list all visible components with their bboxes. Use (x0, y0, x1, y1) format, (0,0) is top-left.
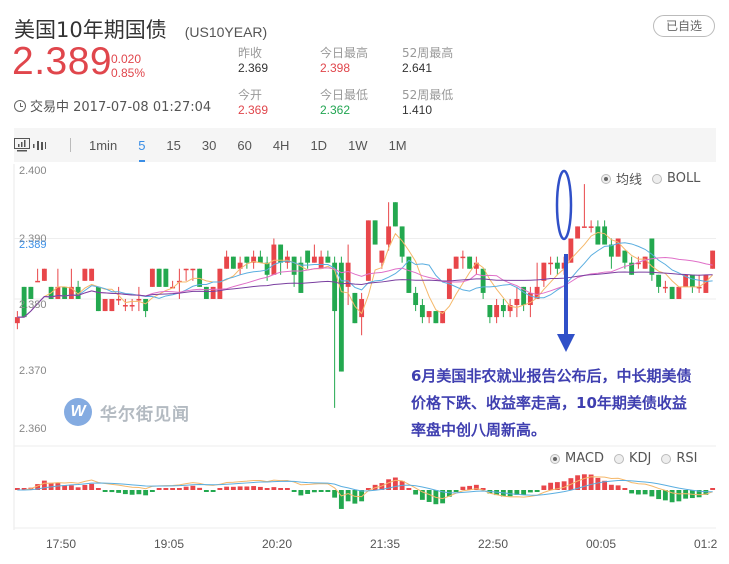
radio-icon (661, 453, 672, 464)
chart-monitor-icon[interactable] (14, 138, 30, 152)
watermark-text: 华尔街见闻 (100, 404, 190, 425)
radio-icon (613, 453, 624, 464)
period-1w[interactable]: 1W (348, 137, 368, 153)
period-15[interactable]: 15 (166, 137, 181, 153)
stat-day-low: 今日最低 2.362 (320, 88, 369, 117)
y-label-2360: 2.360 (19, 423, 47, 435)
x-label: 19:05 (154, 537, 185, 551)
instrument-title-row: 美国10年期国债 (US10YEAR) (14, 14, 267, 44)
indicator-macd[interactable]: MACD (550, 451, 604, 466)
main-indicator-selector: 均线 BOLL (601, 169, 710, 188)
change-value: 0.020 (111, 52, 142, 66)
x-label: 22:50 (478, 537, 509, 551)
y-label-2380: 2.380 (19, 299, 47, 311)
x-label: 21:35 (370, 537, 401, 551)
period-60[interactable]: 60 (237, 137, 252, 153)
status-text: 交易中 2017-07-08 01:27:04 (30, 100, 212, 115)
current-price: 2.389 (12, 40, 113, 83)
radio-icon (652, 173, 663, 184)
indicator-kdj[interactable]: KDJ (613, 451, 651, 466)
annotation-text: 6月美国非农就业报告公布后，中长期美债 价格下跌、收益率走高，10年期美债收益 … (411, 367, 692, 439)
stat-day-high: 今日最高 2.398 (320, 46, 369, 75)
period-1d[interactable]: 1D (310, 137, 328, 153)
wallstreetcn-logo-icon: W (64, 398, 92, 426)
clock-icon (14, 99, 26, 112)
radio-selected-icon (601, 173, 611, 184)
period-5[interactable]: 5 (138, 137, 146, 162)
y-label-2370: 2.370 (19, 365, 47, 377)
sub-indicator-selector: MACD KDJ RSI (550, 451, 707, 466)
change-percent: 0.85% (111, 66, 146, 80)
x-label: 17:50 (46, 537, 77, 551)
radio-selected-icon (550, 453, 560, 464)
watermark-logo: W 华尔街见闻 (64, 398, 190, 426)
stat-open: 今开 2.369 (238, 88, 269, 117)
indicator-rsi[interactable]: RSI (661, 451, 697, 466)
trading-status: 交易中 2017-07-08 01:27:04 (14, 96, 211, 115)
period-1m[interactable]: 1M (388, 137, 407, 153)
favorite-button[interactable]: 已自选 (653, 15, 715, 37)
period-4h[interactable]: 4H (272, 137, 290, 153)
stat-52w-low: 52周最低 1.410 (402, 88, 454, 117)
price-change: 0.020 0.85% (111, 52, 145, 80)
stat-52w-high: 52周最高 2.641 (402, 46, 454, 75)
instrument-name: 美国10年期国债 (14, 18, 167, 42)
stat-prev-close: 昨收 2.369 (238, 46, 269, 75)
period-1min[interactable]: 1min (89, 137, 118, 153)
toolbar-divider (70, 138, 71, 152)
x-label: 20:20 (262, 537, 293, 551)
y-label-2390: 2.390 (19, 233, 47, 245)
x-label: 01:2 (694, 537, 718, 551)
period-30[interactable]: 30 (201, 137, 217, 153)
candlestick-icon[interactable] (32, 139, 46, 151)
chart-toolbar: 1min 5 15 30 60 4H 1D 1W 1M (14, 128, 716, 162)
indicator-ma[interactable]: 均线 (601, 169, 642, 188)
y-label-current: 2.389 (19, 239, 47, 251)
stats-grid: 昨收 2.369 今日最高 2.398 52周最高 2.641 今开 2.369 今日最… (238, 46, 484, 128)
instrument-code: (US10YEAR) (184, 24, 268, 40)
x-label: 00:05 (586, 537, 617, 551)
y-label-2400: 2.400 (19, 165, 47, 177)
indicator-boll[interactable]: BOLL (652, 171, 700, 186)
